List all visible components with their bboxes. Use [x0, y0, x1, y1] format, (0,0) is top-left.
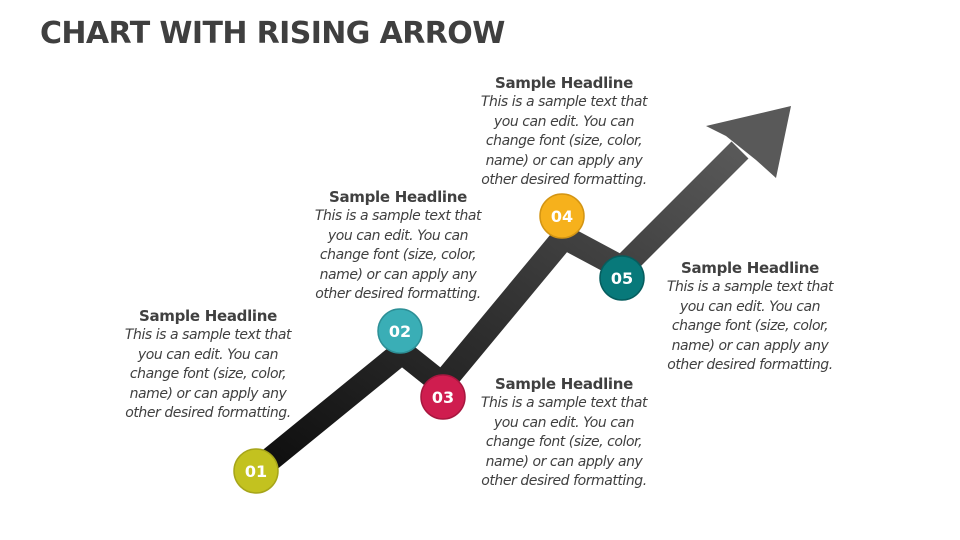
step-headline: Sample Headline	[328, 188, 468, 206]
step-text-01: Sample Headline This is a sample text th…	[108, 306, 308, 424]
step-headline: Sample Headline	[680, 259, 820, 277]
rising-arrow-icon	[248, 106, 791, 481]
step-body: This is a sample text that you can edit.…	[124, 327, 292, 421]
step-number-04: 04	[551, 207, 573, 226]
step-text-05: Sample Headline This is a sample text th…	[650, 258, 850, 376]
step-number-01: 01	[245, 462, 267, 481]
step-marker-03: 03	[420, 374, 466, 420]
step-text-03: Sample Headline This is a sample text th…	[464, 374, 664, 492]
step-text-04: Sample Headline This is a sample text th…	[464, 73, 664, 191]
page-title: CHART WITH RISING ARROW	[40, 16, 505, 51]
step-marker-05: 05	[599, 255, 645, 301]
step-headline: Sample Headline	[494, 74, 634, 92]
step-number-03: 03	[432, 388, 454, 407]
step-text-02: Sample Headline This is a sample text th…	[298, 187, 498, 305]
step-body: This is a sample text that you can edit.…	[480, 395, 648, 489]
step-body: This is a sample text that you can edit.…	[480, 94, 648, 188]
step-number-02: 02	[389, 322, 411, 341]
step-marker-04: 04	[539, 193, 585, 239]
step-marker-01: 01	[233, 448, 279, 494]
step-headline: Sample Headline	[138, 307, 278, 325]
step-number-05: 05	[611, 269, 633, 288]
step-marker-02: 02	[377, 308, 423, 354]
step-body: This is a sample text that you can edit.…	[666, 279, 834, 373]
step-body: This is a sample text that you can edit.…	[314, 208, 482, 302]
step-headline: Sample Headline	[494, 375, 634, 393]
